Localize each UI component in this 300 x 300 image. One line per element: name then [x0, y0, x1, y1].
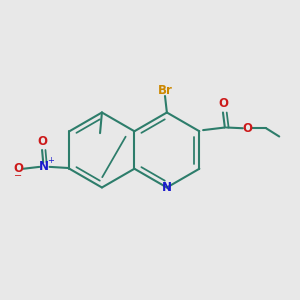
- Text: O: O: [14, 162, 24, 175]
- Text: O: O: [242, 122, 252, 135]
- Text: O: O: [218, 97, 228, 110]
- Text: N: N: [162, 181, 172, 194]
- Text: +: +: [47, 156, 54, 165]
- Text: Br: Br: [158, 84, 172, 97]
- Text: O: O: [37, 135, 47, 148]
- Text: −: −: [14, 171, 22, 181]
- Text: N: N: [39, 160, 49, 173]
